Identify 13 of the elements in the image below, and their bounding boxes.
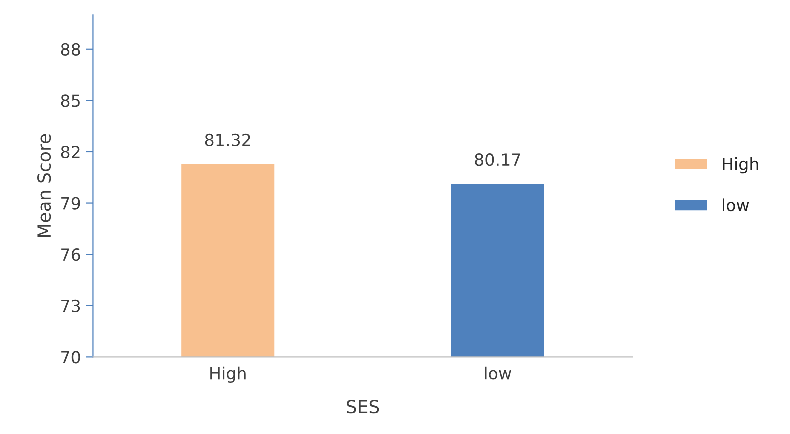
x-axis-title: SES — [347, 400, 380, 414]
y-tick-label: 88 — [61, 43, 80, 56]
y-tick-label: 82 — [61, 146, 80, 159]
legend-label: High — [723, 158, 758, 174]
legend-label: low — [723, 198, 750, 212]
data-label: 81.32 — [205, 134, 250, 146]
y-tick-label: 85 — [61, 94, 80, 108]
y-tick-label: 79 — [62, 197, 80, 210]
y-tick-label: 73 — [62, 300, 80, 312]
y-tick-label: 70 — [62, 351, 80, 364]
y-axis-title: Mean Score — [37, 134, 52, 238]
y-tick-label: 76 — [62, 248, 80, 262]
data-label: 80.17 — [475, 154, 520, 166]
